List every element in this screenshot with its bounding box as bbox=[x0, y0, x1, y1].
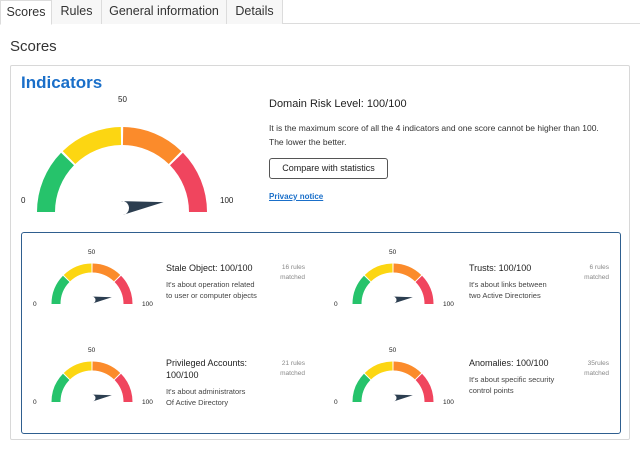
anomalies-title: Anomalies: 100/100 bbox=[469, 358, 549, 368]
trusts-gauge: 0 50 100 bbox=[334, 249, 454, 308]
anomalies-rules-count: 35rules matched bbox=[572, 359, 609, 378]
rules-count-line2: matched bbox=[584, 273, 609, 281]
privileged-accounts-title-line1: Privileged Accounts: bbox=[166, 358, 248, 368]
gauge-mid-label: 50 bbox=[389, 249, 397, 256]
gauge-max-label: 100 bbox=[220, 196, 234, 205]
gauge-red-segment bbox=[415, 275, 434, 304]
gauge-mid-label: 50 bbox=[118, 95, 127, 104]
tab-general-information[interactable]: General information bbox=[102, 0, 227, 24]
gauge-min-label: 0 bbox=[33, 399, 37, 406]
stale-object-title: Stale Object: 100/100 bbox=[166, 263, 253, 273]
trusts-rules-count: 6 rules matched bbox=[572, 263, 609, 282]
gauge-needle bbox=[121, 201, 164, 215]
gauge-green-segment bbox=[51, 373, 70, 402]
gauge-green-segment bbox=[352, 275, 371, 304]
gauge-max-label: 100 bbox=[443, 301, 454, 308]
privileged-accounts-description-line1: It's about administrators bbox=[166, 387, 246, 396]
gauge-mid-label: 50 bbox=[88, 249, 96, 256]
gauge-red-segment bbox=[415, 373, 434, 402]
indicators-card: Indicators 0 50 100 Domain Risk Level: 1… bbox=[10, 65, 630, 440]
indicators-title: Indicators bbox=[21, 73, 103, 92]
rules-count-line2: matched bbox=[280, 369, 305, 377]
gauge-red-segment bbox=[170, 152, 207, 212]
gauge-min-label: 0 bbox=[21, 196, 26, 205]
privileged-accounts-rules-count: 21 rules matched bbox=[270, 359, 305, 378]
rules-count-line1: 21 rules bbox=[281, 360, 305, 367]
trusts-title: Trusts: 100/100 bbox=[469, 263, 532, 273]
gauge-needle bbox=[392, 394, 413, 402]
rules-count-line1: 35rules bbox=[587, 360, 609, 367]
gauge-needle bbox=[91, 296, 112, 304]
anomalies-gauge: 0 50 100 bbox=[334, 347, 454, 406]
gauge-max-label: 100 bbox=[142, 399, 153, 406]
rules-count-line2: matched bbox=[280, 273, 305, 281]
rules-count-line2: matched bbox=[584, 369, 609, 377]
trusts-description-line1: It's about links between bbox=[469, 280, 547, 289]
domain-risk-level-description: It is the maximum score of all the 4 ind… bbox=[269, 123, 599, 147]
tab-scores[interactable]: Scores bbox=[0, 0, 52, 25]
gauge-mid-label: 50 bbox=[88, 347, 96, 354]
gauge-orange-segment bbox=[122, 127, 182, 164]
privacy-notice-link[interactable]: Privacy notice bbox=[269, 192, 324, 201]
privileged-accounts-description-line2: Of Active Directory bbox=[166, 398, 229, 407]
gauge-red-segment bbox=[114, 275, 133, 304]
rules-count-line1: 16 rules bbox=[281, 264, 305, 271]
tab-bar: Scores Rules General information Details bbox=[0, 0, 640, 25]
indicator-details-box: 0 50 100 Stale Object: 100/100 It's abou… bbox=[21, 232, 621, 434]
gauge-max-label: 100 bbox=[443, 399, 454, 406]
gauge-orange-segment bbox=[393, 263, 422, 282]
gauge-green-segment bbox=[352, 373, 371, 402]
gauge-needle bbox=[392, 296, 413, 304]
anomalies-description-line1: It's about specific security bbox=[469, 375, 555, 384]
gauge-max-label: 100 bbox=[142, 301, 153, 308]
privileged-accounts-gauge: 0 50 100 bbox=[33, 347, 153, 406]
gauge-needle bbox=[91, 394, 112, 402]
rules-count-line1: 6 rules bbox=[589, 264, 609, 271]
stale-object-rules-count: 16 rules matched bbox=[270, 263, 305, 282]
gauge-orange-segment bbox=[92, 263, 121, 282]
stale-object-description-line1: It's about operation related bbox=[166, 280, 255, 289]
gauge-min-label: 0 bbox=[334, 301, 338, 308]
domain-risk-gauge: 0 50 100 bbox=[21, 95, 234, 215]
gauge-yellow-segment bbox=[364, 361, 393, 380]
gauge-min-label: 0 bbox=[33, 301, 37, 308]
domain-risk-level-title: Domain Risk Level: 100/100 bbox=[269, 98, 407, 110]
gauge-green-segment bbox=[37, 152, 74, 212]
gauge-yellow-segment bbox=[63, 263, 92, 282]
gauge-green-segment bbox=[51, 275, 70, 304]
gauge-yellow-segment bbox=[364, 263, 393, 282]
stale-object-gauge: 0 50 100 bbox=[33, 249, 153, 308]
compare-with-statistics-button[interactable]: Compare with statistics bbox=[269, 158, 388, 179]
anomalies-description-line2: control points bbox=[469, 386, 514, 395]
gauge-mid-label: 50 bbox=[389, 347, 397, 354]
tab-details[interactable]: Details bbox=[227, 0, 283, 24]
privileged-accounts-title-line2: 100/100 bbox=[166, 370, 199, 380]
tab-rules[interactable]: Rules bbox=[52, 0, 102, 24]
gauge-orange-segment bbox=[92, 361, 121, 380]
page-title: Scores bbox=[10, 38, 57, 55]
gauge-yellow-segment bbox=[62, 127, 122, 164]
gauge-min-label: 0 bbox=[334, 399, 338, 406]
trusts-description-line2: two Active Directories bbox=[469, 291, 541, 300]
gauge-orange-segment bbox=[393, 361, 422, 380]
stale-object-description-line2: to user or computer objects bbox=[166, 291, 257, 300]
gauge-yellow-segment bbox=[63, 361, 92, 380]
gauge-red-segment bbox=[114, 373, 133, 402]
